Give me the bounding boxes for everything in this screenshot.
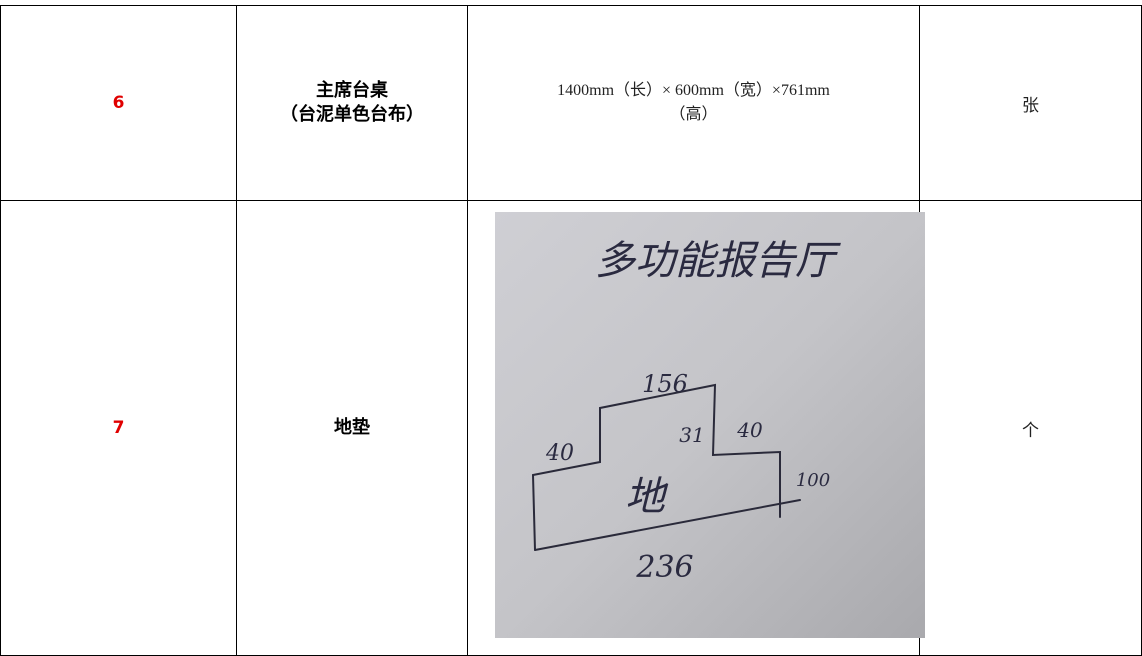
item-name: 地垫 (236, 200, 468, 656)
sketch-label: 156 (642, 370, 688, 398)
sketch-label: 236 (635, 550, 693, 585)
sketch-label: 40 (545, 441, 574, 466)
name-line: 主席台桌 (316, 80, 388, 101)
spec-line: （高） (669, 106, 718, 123)
item-unit: 个 (919, 200, 1142, 656)
spec-line: 1400mm（长）× 600mm（宽）×761mm (557, 82, 830, 99)
table-row: 6 主席台桌 （台泥单色台布） 1400mm（长）× 600mm（宽）×761m… (0, 5, 1142, 201)
sketch-label: 100 (796, 470, 830, 491)
name-line: （台泥单色台布） (280, 104, 424, 125)
item-name: 主席台桌 （台泥单色台布） (236, 5, 468, 201)
item-number: 6 (0, 5, 237, 201)
paper (495, 212, 925, 638)
item-spec: 1400mm（长）× 600mm（宽）×761mm （高） (467, 5, 920, 201)
name-line: 地垫 (334, 417, 370, 438)
sketch-label: 31 (679, 423, 704, 447)
sketch-label: 40 (736, 418, 763, 442)
sketch-outline (532, 383, 801, 551)
sketch-label: 地 (625, 474, 669, 520)
item-unit: 张 (919, 5, 1142, 201)
sketch-title: 多功能报告厅 (595, 238, 841, 284)
item-number: 7 (0, 200, 237, 656)
sketch-photo: 多功能报告厅 156 31 40 40 100 地 236 (495, 212, 925, 638)
